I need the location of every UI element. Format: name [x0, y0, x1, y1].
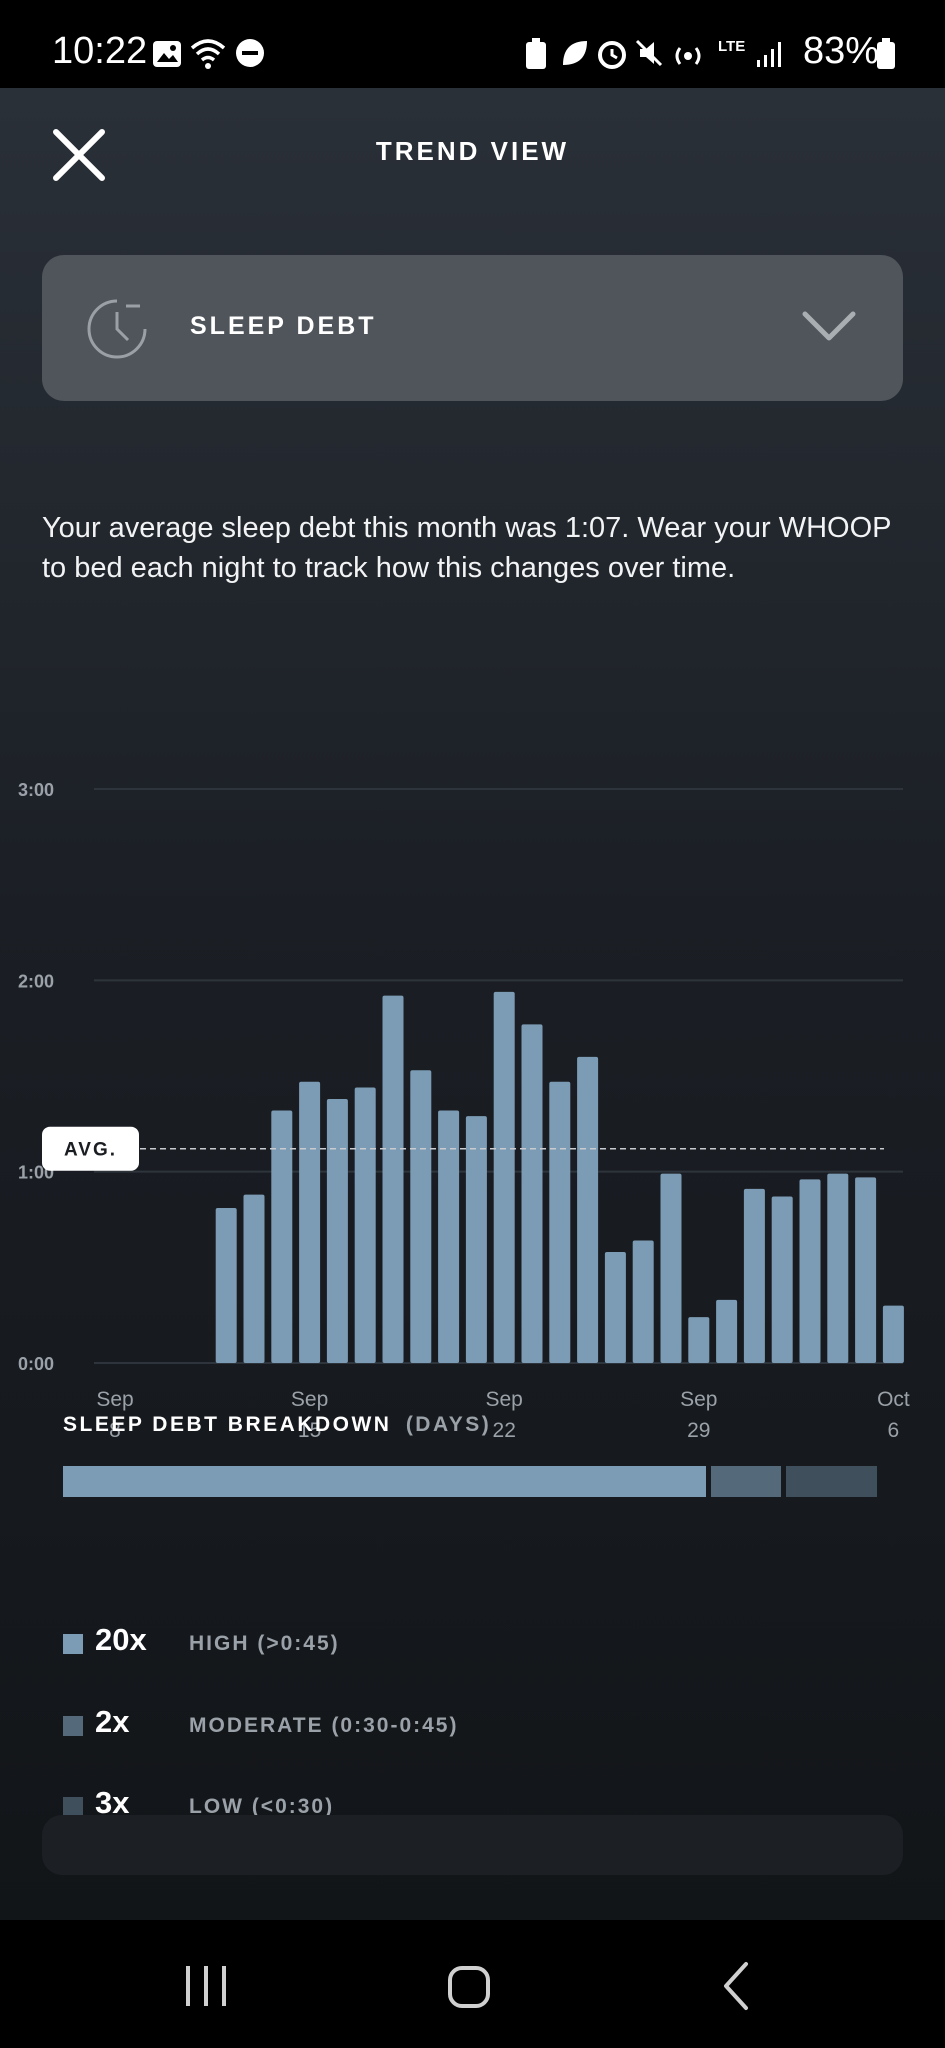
chart-bar [549, 1081, 571, 1363]
chart-bar [688, 1317, 710, 1363]
trend-view-screen: TREND VIEW SLEEP DEBT Your average sleep… [0, 88, 945, 1920]
average-badge [42, 1126, 139, 1171]
chart-bar [882, 1305, 904, 1363]
y-tick-label: 2:00 [18, 971, 54, 991]
next-card [42, 1815, 903, 1875]
chart-bar [465, 1116, 487, 1363]
legend-swatch [63, 1634, 83, 1654]
hotspot-icon [675, 47, 701, 65]
breakdown-title-text: SLEEP DEBT BREAKDOWN [63, 1413, 392, 1436]
breakdown-segment [63, 1466, 707, 1497]
status-bar: 10:22 LTE 83% [0, 0, 945, 88]
status-time: 10:22 [52, 30, 148, 72]
chart-bar [604, 1252, 626, 1363]
x-tick-month: Oct [877, 1388, 910, 1411]
wifi-icon [190, 39, 226, 69]
chart-bar [493, 991, 515, 1363]
legend-label: LOW (<0:30) [189, 1795, 335, 1818]
y-tick-label: 3:00 [18, 780, 54, 800]
battery-saver-icon [526, 38, 546, 69]
x-tick-month: Sep [486, 1388, 523, 1411]
breakdown-unit: (DAYS) [405, 1413, 492, 1436]
chart-bar [577, 1056, 599, 1363]
chart-bar [410, 1070, 432, 1363]
system-navigation-bar [0, 1920, 945, 2048]
trend-summary: Your average sleep debt this month was 1… [42, 512, 891, 584]
back-icon[interactable] [708, 1956, 768, 2016]
chevron-down-icon[interactable] [802, 309, 856, 343]
chart-bar [299, 1081, 321, 1363]
chart-bar [716, 1299, 738, 1363]
chart-bar [521, 1024, 543, 1363]
battery-icon [877, 38, 895, 69]
network-type: LTE [718, 38, 746, 55]
chart-bar [855, 1177, 877, 1363]
recents-icon[interactable] [176, 1956, 236, 2016]
legend-count: 3x [95, 1785, 130, 1820]
breakdown-title: SLEEP DEBT BREAKDOWN (DAYS) [63, 1413, 491, 1437]
home-icon[interactable] [438, 1956, 498, 2016]
chart-bar [827, 1173, 849, 1363]
chart-bar [438, 1110, 460, 1363]
chart-bar [799, 1179, 821, 1363]
average-label: AVG. [64, 1140, 117, 1161]
battery-percentage: 83% [802, 30, 879, 72]
x-tick-day: 15 [298, 1419, 321, 1442]
chart-bar [743, 1188, 765, 1363]
x-tick-day: 22 [493, 1419, 516, 1442]
clock-icon [87, 299, 147, 359]
x-tick-month: Sep [680, 1388, 717, 1411]
chart-bar [632, 1240, 654, 1363]
signal-icon [757, 42, 781, 67]
metric-label: SLEEP DEBT [190, 312, 377, 340]
legend-label: HIGH (>0:45) [189, 1632, 340, 1655]
breakdown-segment [786, 1466, 877, 1497]
eco-leaf-icon [563, 41, 587, 65]
chart-bar [326, 1098, 348, 1363]
do-not-disturb-icon [236, 39, 264, 67]
chart-bar [243, 1194, 265, 1363]
y-tick-label: 0:00 [18, 1354, 54, 1374]
alarm-icon [598, 41, 626, 69]
legend-swatch [63, 1797, 83, 1817]
metric-dropdown[interactable]: SLEEP DEBT [42, 255, 903, 401]
x-tick-month: Sep [291, 1388, 328, 1411]
mute-icon [635, 39, 663, 67]
chart-bar [354, 1087, 376, 1363]
sleep-debt-chart: 3:002:001:000:00AVG.Sep8Sep15Sep22Sep29O… [18, 780, 910, 1442]
x-tick-day: 8 [109, 1419, 121, 1442]
legend-label: MODERATE (0:30-0:45) [189, 1714, 459, 1737]
legend-count: 2x [95, 1704, 130, 1739]
chart-bar [660, 1173, 682, 1363]
breakdown-segment [711, 1466, 782, 1497]
chart-bar [382, 995, 404, 1363]
x-tick-day: 6 [888, 1419, 900, 1442]
legend-swatch [63, 1716, 83, 1736]
breakdown-stacked-bar [63, 1466, 877, 1497]
chart-bar [771, 1196, 793, 1363]
gallery-icon [153, 41, 181, 67]
x-tick-day: 29 [687, 1419, 710, 1442]
x-tick-month: Sep [96, 1388, 133, 1411]
page-title: TREND VIEW [375, 136, 570, 166]
chart-bar [215, 1208, 237, 1363]
close-icon[interactable] [50, 126, 108, 184]
legend-count: 20x [95, 1622, 147, 1657]
chart-bar [271, 1110, 293, 1363]
